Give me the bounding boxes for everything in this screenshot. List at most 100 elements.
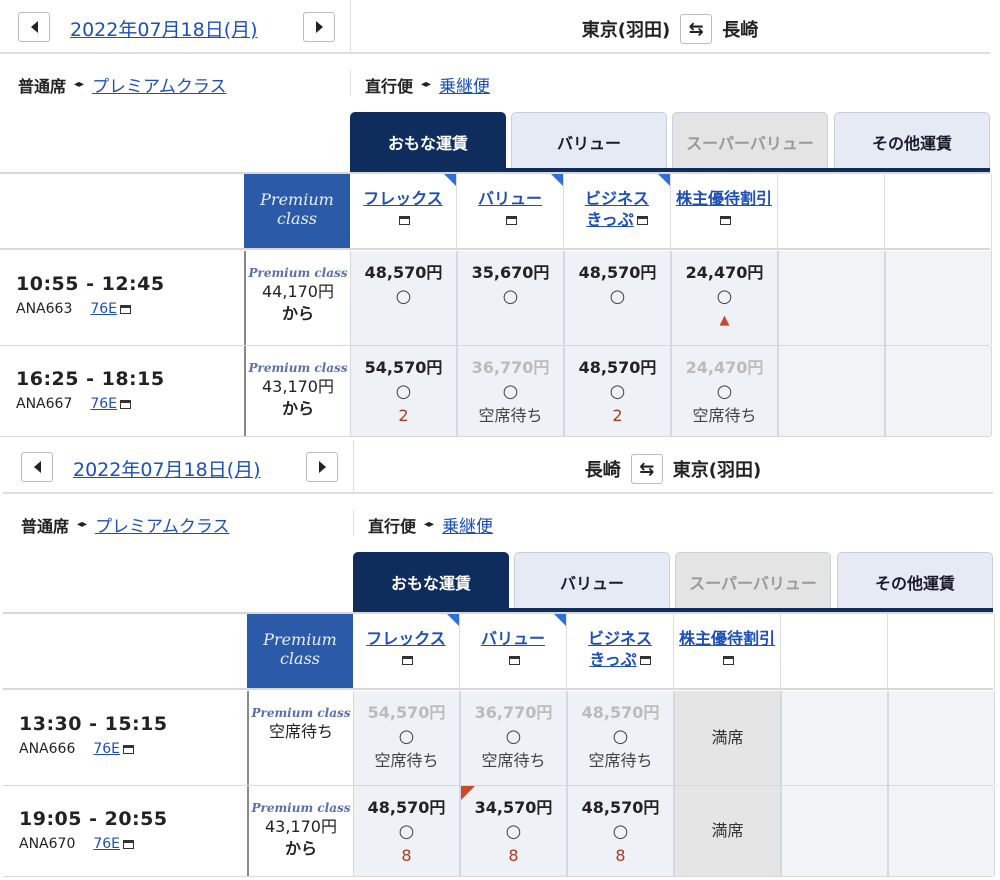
window-popup-icon[interactable]: [123, 744, 135, 754]
connecting-link[interactable]: 乗継便: [442, 517, 494, 537]
fare-cell[interactable]: 24,470円 ○ ▲: [671, 251, 778, 345]
fare-select-radio[interactable]: ○: [505, 726, 522, 747]
seats-remaining: 2: [398, 406, 409, 425]
premium-fare-cell[interactable]: Premium class 空席待ち: [247, 691, 353, 785]
fare-header-2: ビジネス きっぷ: [567, 614, 674, 690]
tab-fare-1[interactable]: バリュー: [511, 112, 667, 170]
window-popup-icon[interactable]: [402, 656, 413, 665]
tab-fare-2[interactable]: スーパーバリュー: [672, 112, 828, 170]
fare-cell[interactable]: 36,770円 ○ 空席待ち: [457, 346, 564, 436]
fare-select-radio[interactable]: ○: [398, 726, 415, 747]
fare-cell[interactable]: 24,470円 ○ 空席待ち: [671, 346, 778, 436]
window-popup-icon[interactable]: [720, 216, 731, 225]
prev-day-button[interactable]: [18, 12, 50, 42]
aircraft-link[interactable]: 76E: [93, 741, 121, 757]
premium-fare-cell[interactable]: Premium class 43,170円 から: [247, 786, 353, 876]
swap-route-button[interactable]: ⇆: [680, 14, 713, 44]
premium-fare-cell[interactable]: Premium class 44,170円 から: [244, 251, 350, 345]
fare-type-link[interactable]: きっぷ: [586, 210, 634, 229]
date-link[interactable]: 2022年07月18日(月): [70, 19, 258, 41]
tab-fare-3[interactable]: その他運賃: [837, 552, 993, 610]
fare-select-radio[interactable]: ○: [398, 821, 415, 842]
window-popup-icon[interactable]: [506, 216, 517, 225]
fare-cell[interactable]: 35,670円 ○: [457, 251, 564, 345]
premium-fare-cell[interactable]: Premium class 43,170円 から: [244, 346, 350, 436]
divider: [3, 876, 993, 877]
divider: [0, 52, 990, 54]
window-popup-icon[interactable]: [120, 399, 132, 409]
tab-fare-3[interactable]: その他運賃: [834, 112, 990, 170]
few-seats-icon: ▲: [719, 313, 730, 328]
fare-cell[interactable]: 48,570円 ○: [350, 251, 457, 345]
fare-cell-empty: [778, 251, 885, 345]
fare-cell-full: 満席: [674, 786, 781, 876]
fare-select-radio[interactable]: ○: [505, 821, 522, 842]
fare-cell-empty: [781, 786, 888, 876]
seats-remaining: 8: [615, 846, 626, 865]
premium-class-link[interactable]: プレミアムクラス: [95, 517, 230, 537]
window-popup-icon[interactable]: [639, 656, 651, 665]
fare-select-radio[interactable]: ○: [395, 286, 412, 307]
fare-cell[interactable]: 48,570円 ○: [564, 251, 671, 345]
fare-cell[interactable]: 48,570円 ○ 空席待ち: [567, 691, 674, 785]
fare-select-radio[interactable]: ○: [502, 381, 519, 402]
window-popup-icon[interactable]: [509, 656, 520, 665]
fare-type-link[interactable]: フレックス: [366, 629, 446, 648]
window-popup-icon[interactable]: [723, 656, 734, 665]
window-popup-icon[interactable]: [120, 304, 132, 314]
fare-cell[interactable]: 54,570円 ○ 2: [350, 346, 457, 436]
fare-cell[interactable]: 34,570円 ○ 8: [460, 786, 567, 876]
connecting-link[interactable]: 乗継便: [439, 77, 491, 97]
fare-price: 24,470円: [685, 358, 764, 377]
tab-fare-0[interactable]: おもな運賃: [350, 112, 506, 170]
fare-select-radio[interactable]: ○: [609, 286, 626, 307]
fare-select-radio[interactable]: ○: [612, 726, 629, 747]
fare-select-radio[interactable]: ○: [612, 821, 629, 842]
fare-select-radio[interactable]: ○: [502, 286, 519, 307]
window-popup-icon[interactable]: [636, 216, 648, 225]
fare-header-0: フレックス: [353, 614, 460, 690]
toggle-arrows-icon: ◂▸: [74, 79, 85, 90]
window-popup-icon[interactable]: [399, 216, 410, 225]
fare-cell[interactable]: 48,570円 ○ 8: [353, 786, 460, 876]
fare-type-link[interactable]: 株主優待割引: [678, 629, 775, 648]
tab-fare-0[interactable]: おもな運賃: [353, 552, 509, 610]
fare-select-radio[interactable]: ○: [609, 381, 626, 402]
fare-type-link[interactable]: バリュー: [477, 189, 542, 208]
tab-fare-1[interactable]: バリュー: [514, 552, 670, 610]
aircraft-link[interactable]: 76E: [90, 301, 118, 317]
fare-select-radio[interactable]: ○: [395, 381, 412, 402]
fare-cell[interactable]: 48,570円 ○ 2: [564, 346, 671, 436]
fare-select-radio[interactable]: ○: [716, 286, 733, 307]
next-day-button[interactable]: [303, 12, 335, 42]
fare-header-2: ビジネス きっぷ: [564, 174, 671, 250]
toggle-arrows-icon: ◂▸: [421, 79, 432, 90]
origin-airport: 長崎: [584, 460, 621, 481]
info-corner-icon: [444, 174, 456, 186]
divider: [350, 0, 351, 52]
fare-type-link[interactable]: バリュー: [480, 629, 545, 648]
fare-type-link[interactable]: ビジネス: [587, 629, 652, 648]
waitlist-label: 空席待ち: [478, 406, 543, 425]
fare-price: 36,770円: [474, 703, 553, 722]
next-day-button[interactable]: [306, 452, 338, 482]
fare-price: 48,570円: [364, 263, 443, 282]
date-link[interactable]: 2022年07月18日(月): [73, 459, 261, 481]
swap-route-button[interactable]: ⇆: [630, 454, 663, 484]
tab-fare-2[interactable]: スーパーバリュー: [675, 552, 831, 610]
premium-class-link[interactable]: プレミアムクラス: [92, 77, 227, 97]
aircraft-link[interactable]: 76E: [93, 836, 121, 852]
fare-cell[interactable]: 36,770円 ○ 空席待ち: [460, 691, 567, 785]
fare-type-link[interactable]: ビジネス: [584, 189, 649, 208]
fare-cell[interactable]: 48,570円 ○ 8: [567, 786, 674, 876]
fare-price: 48,570円: [578, 358, 657, 377]
fare-select-radio[interactable]: ○: [716, 381, 733, 402]
fare-type-link[interactable]: フレックス: [363, 189, 443, 208]
prev-day-button[interactable]: [21, 452, 53, 482]
fare-cell[interactable]: 54,570円 ○ 空席待ち: [353, 691, 460, 785]
fare-type-link[interactable]: きっぷ: [589, 650, 637, 669]
window-popup-icon[interactable]: [123, 839, 135, 849]
seat-class-toggle: 普通席 ◂▸ プレミアムクラス: [21, 512, 230, 538]
fare-type-link[interactable]: 株主優待割引: [675, 189, 772, 208]
aircraft-link[interactable]: 76E: [90, 396, 118, 412]
